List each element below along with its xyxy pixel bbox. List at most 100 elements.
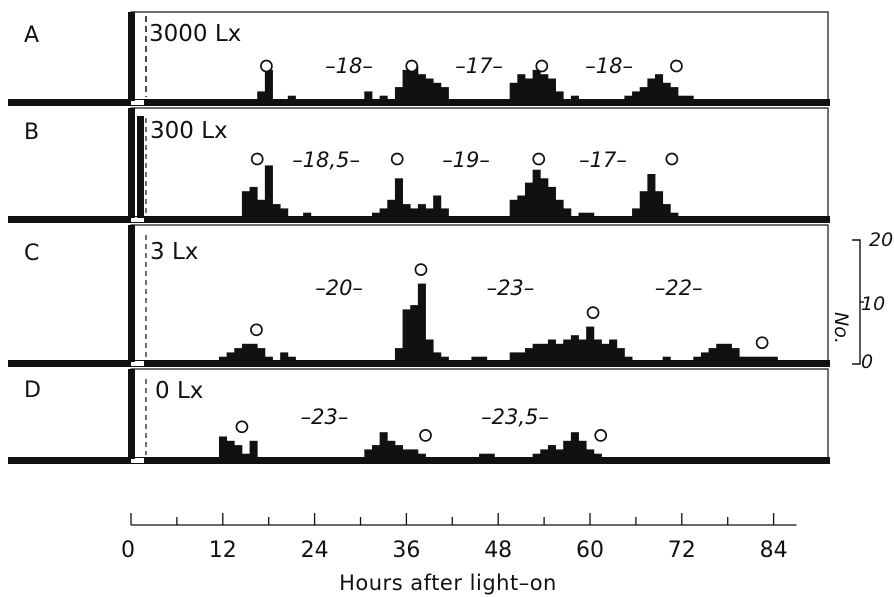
histogram-bar bbox=[693, 356, 702, 361]
y-scale: 20 10 0 No. bbox=[830, 229, 893, 373]
peak-marker bbox=[250, 323, 263, 337]
histogram-bar bbox=[647, 174, 656, 217]
light-on-gap bbox=[131, 458, 144, 463]
histogram-bar bbox=[433, 352, 442, 361]
histogram-bar bbox=[379, 95, 388, 100]
x-tick-label: 24 bbox=[301, 538, 329, 563]
histogram-bar bbox=[593, 453, 602, 458]
histogram-bar bbox=[440, 356, 449, 361]
period-label: –23,5– bbox=[481, 405, 549, 429]
panel-letter: B bbox=[24, 120, 39, 145]
histogram-bar bbox=[241, 343, 250, 361]
histogram-bar bbox=[509, 352, 518, 361]
histogram-bar bbox=[670, 87, 679, 100]
histogram-bar bbox=[639, 87, 648, 100]
histogram-bar bbox=[723, 343, 732, 361]
histogram-bar bbox=[563, 208, 572, 217]
histogram-bar bbox=[402, 69, 411, 100]
histogram-bar bbox=[241, 191, 250, 217]
histogram-bar bbox=[241, 453, 250, 458]
histogram-bar bbox=[410, 208, 419, 217]
histogram-bar bbox=[226, 440, 235, 458]
histogram-bar bbox=[264, 356, 273, 361]
histogram-bar bbox=[440, 208, 449, 217]
peak-marker bbox=[755, 336, 769, 350]
histogram-bar bbox=[540, 74, 549, 100]
histogram-bar bbox=[218, 436, 228, 458]
peak-marker bbox=[250, 152, 264, 166]
histogram-bar bbox=[524, 182, 534, 217]
histogram-bar bbox=[257, 348, 266, 361]
histogram-bar bbox=[655, 74, 664, 100]
histogram-bar bbox=[547, 186, 556, 217]
y-tick-10: 10 bbox=[861, 293, 885, 315]
histogram-bar bbox=[417, 453, 426, 458]
histogram-bar bbox=[662, 356, 671, 361]
histogram-bar bbox=[425, 208, 434, 217]
panel-baseline bbox=[8, 216, 830, 223]
histogram-bar bbox=[394, 348, 403, 361]
lux-label: 300 Lx bbox=[150, 118, 228, 144]
period-label: –20– bbox=[315, 276, 363, 300]
histogram-bar bbox=[471, 356, 480, 361]
histogram-bar bbox=[433, 82, 442, 100]
histogram-bar bbox=[218, 356, 228, 361]
histogram-bar bbox=[394, 87, 403, 100]
histogram-bar bbox=[555, 343, 564, 361]
histogram-bar bbox=[517, 352, 526, 361]
histogram-bar bbox=[509, 82, 518, 100]
histogram-bar bbox=[655, 191, 664, 217]
histogram-bar bbox=[639, 191, 648, 217]
x-tick-label: 84 bbox=[760, 538, 788, 563]
histogram-bar bbox=[586, 212, 595, 217]
histogram-bar bbox=[647, 78, 656, 100]
histogram-bar bbox=[249, 440, 258, 458]
histogram-bar bbox=[570, 95, 579, 100]
histogram-bar bbox=[410, 65, 419, 100]
histogram-bar bbox=[280, 208, 289, 217]
peak-marker bbox=[535, 59, 549, 73]
histogram-bar bbox=[410, 449, 419, 458]
histogram-bar bbox=[632, 91, 641, 100]
x-tick-label: 36 bbox=[392, 538, 420, 563]
histogram-bar bbox=[540, 449, 549, 458]
histogram-bar bbox=[563, 440, 572, 458]
panel-d: D 0 Lx –23– –23,5– bbox=[8, 368, 830, 464]
light-on-gap bbox=[131, 100, 144, 105]
histogram-bar bbox=[547, 445, 556, 458]
panel-frame bbox=[130, 224, 829, 365]
peak-marker bbox=[532, 152, 546, 166]
peak-marker bbox=[390, 152, 404, 166]
histogram-bar bbox=[417, 283, 426, 361]
histogram-bar bbox=[440, 87, 449, 100]
histogram-bar bbox=[532, 169, 541, 217]
histogram-bar bbox=[616, 348, 625, 361]
period-label: –18,5– bbox=[292, 148, 360, 172]
histogram-bar bbox=[402, 309, 411, 361]
panel-b: B 300 Lx –18,5– –19– –17– bbox=[8, 107, 830, 223]
period-label: –22– bbox=[655, 276, 703, 300]
histogram-bar bbox=[716, 343, 725, 361]
period-label: –19– bbox=[442, 148, 490, 172]
lux-label: 0 Lx bbox=[155, 378, 203, 404]
panel-letter: C bbox=[24, 241, 39, 266]
y-scale-bracket bbox=[852, 239, 861, 365]
histogram-bar bbox=[547, 339, 556, 361]
histogram-bar bbox=[540, 178, 549, 217]
histogram-bar bbox=[303, 212, 312, 217]
histogram-bar bbox=[379, 432, 388, 458]
light-on-gap bbox=[131, 361, 144, 366]
period-label: –17– bbox=[455, 54, 503, 78]
panels: A 3000 Lx –18– –17– –18– B 300 Lx –18,5– –19– –17… bbox=[8, 11, 830, 464]
histogram-bar bbox=[486, 453, 495, 458]
histogram-bar bbox=[226, 352, 235, 361]
histogram-bar bbox=[677, 95, 687, 100]
histogram-bar bbox=[479, 356, 488, 361]
histogram-bar bbox=[249, 186, 258, 217]
histogram-bar bbox=[563, 339, 572, 361]
peak-marker bbox=[594, 429, 608, 442]
x-tick-label: 60 bbox=[576, 538, 604, 563]
y-tick-0: 0 bbox=[861, 351, 873, 373]
histogram-bar bbox=[249, 343, 258, 361]
histogram-bar bbox=[479, 453, 488, 458]
